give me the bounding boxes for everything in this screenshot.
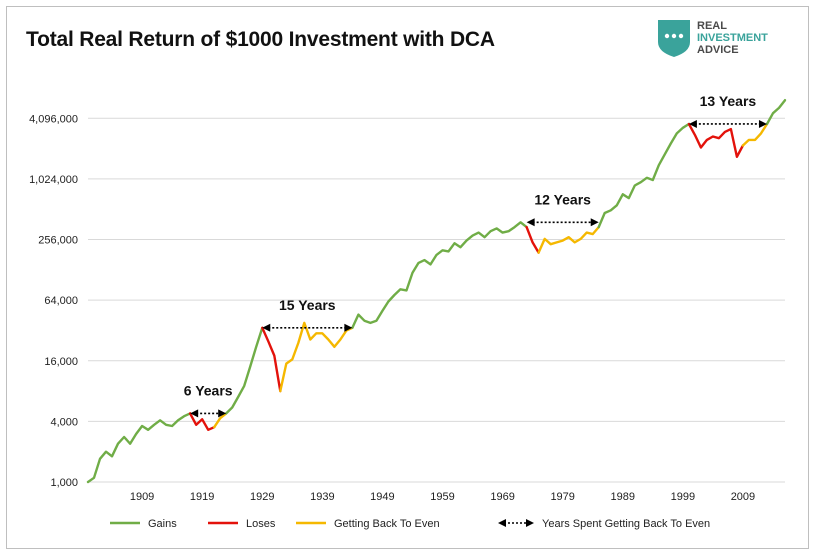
legend-label: Loses	[246, 518, 276, 530]
series-recovery-line	[741, 122, 769, 147]
chart-frame	[6, 6, 809, 549]
legend-arrow-left-head	[498, 519, 506, 527]
annotation-label: 6 Years	[184, 382, 233, 398]
legend-label: Getting Back To Even	[334, 518, 440, 530]
x-tick-label: 1969	[490, 491, 514, 503]
x-tick-label: 1919	[190, 491, 214, 503]
series-loses-line	[188, 412, 216, 431]
series-recovery-line	[279, 321, 354, 393]
annotation-arrow-right-head	[758, 119, 767, 128]
annotation-label: 15 Years	[279, 297, 336, 313]
x-tick-label: 1989	[611, 491, 635, 503]
legend-label: Gains	[148, 518, 177, 530]
x-tick-label: 1979	[550, 491, 574, 503]
x-tick-label: 1939	[310, 491, 334, 503]
series-gains-line	[351, 221, 528, 329]
y-tick-label: 1,024,000	[29, 174, 78, 186]
brand-line-1: REAL	[697, 20, 727, 32]
series-loses-line	[687, 122, 745, 159]
annotation-arrow-left-head	[688, 119, 697, 128]
x-tick-label: 1999	[671, 491, 695, 503]
series-gains-line	[86, 412, 192, 484]
annotation-arrow-left-head	[262, 323, 271, 332]
x-tick-label: 1909	[130, 491, 154, 503]
legend-label: Years Spent Getting Back To Even	[542, 518, 710, 530]
annotation-arrow-left-head	[526, 218, 535, 227]
series-gains-line	[224, 326, 264, 415]
series-gains-line	[765, 98, 787, 126]
y-tick-label: 4,096,000	[29, 113, 78, 125]
annotation-arrow-right-head	[344, 323, 353, 332]
x-tick-label: 2009	[731, 491, 755, 503]
annotation-arrow-right-head	[590, 218, 599, 227]
series-gains-line	[597, 122, 691, 229]
brand-line-2: INVESTMENT	[697, 32, 768, 44]
brand-wordmark: REAL INVESTMENT ADVICE	[697, 20, 768, 56]
y-tick-label: 16,000	[44, 356, 78, 368]
x-tick-label: 1959	[430, 491, 454, 503]
annotation-arrow-left-head	[190, 409, 199, 418]
y-tick-label: 64,000	[44, 295, 78, 307]
legend-arrow-right-head	[526, 519, 534, 527]
y-tick-label: 1,000	[50, 477, 78, 489]
brand-logo: REAL INVESTMENT ADVICE	[655, 18, 805, 62]
annotation-arrow-right-head	[218, 409, 227, 418]
y-tick-label: 4,000	[50, 416, 78, 428]
brand-line-3: ADVICE	[697, 44, 739, 56]
series-loses-line	[261, 326, 282, 393]
chart-title: Total Real Return of $1000 Investment wi…	[26, 28, 495, 51]
series-recovery-line	[212, 412, 228, 429]
series-recovery-line	[537, 225, 600, 254]
x-tick-label: 1949	[370, 491, 394, 503]
x-tick-label: 1929	[250, 491, 274, 503]
annotation-label: 12 Years	[534, 191, 591, 207]
annotation-label: 13 Years	[700, 93, 757, 109]
brand-shield-icon	[658, 20, 690, 57]
y-tick-label: 256,000	[38, 235, 78, 247]
series-loses-line	[525, 225, 540, 254]
